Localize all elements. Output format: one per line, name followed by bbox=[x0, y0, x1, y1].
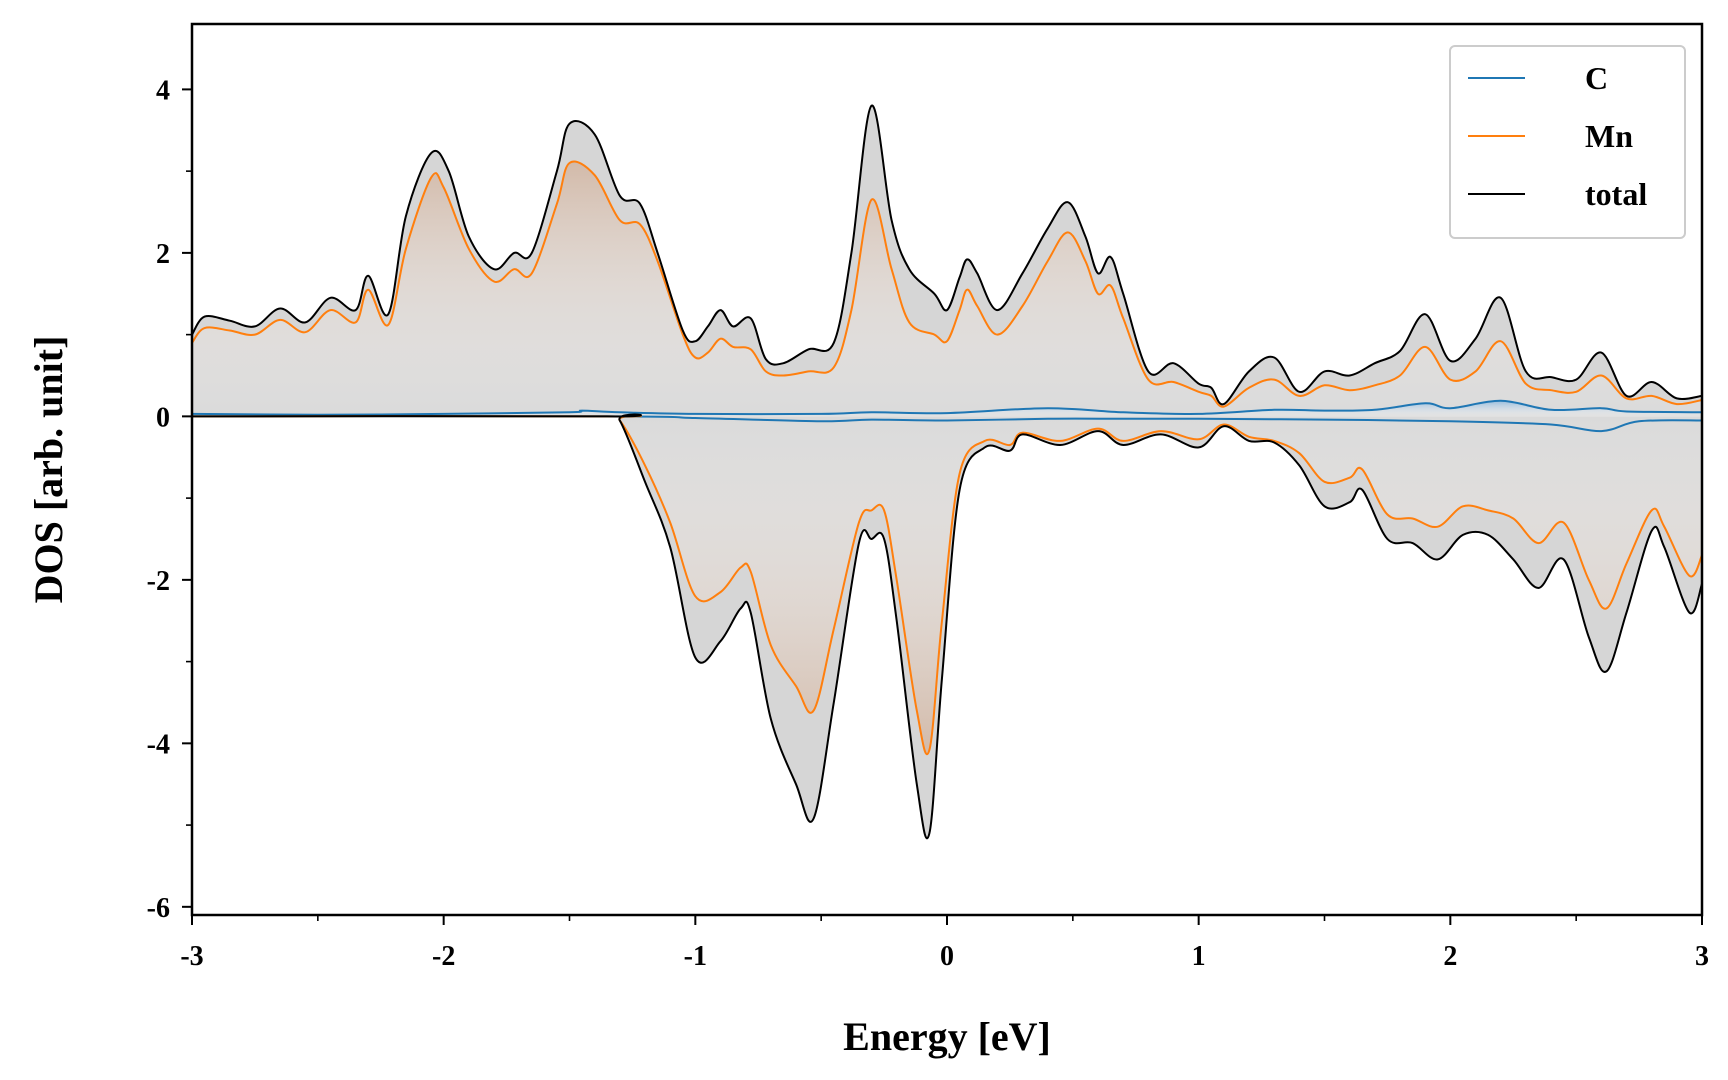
series-total-up-line bbox=[191, 104, 1703, 406]
x-tick-label: -2 bbox=[432, 941, 455, 972]
series-mn-up-line bbox=[191, 160, 1703, 408]
fill-layer bbox=[192, 105, 1702, 839]
legend-label-total: total bbox=[1585, 176, 1647, 212]
x-axis-label: Energy [eV] bbox=[843, 1014, 1051, 1059]
series-total-down-line bbox=[191, 413, 1703, 840]
series-mn-down-line bbox=[191, 414, 1703, 756]
legend: C Mn total bbox=[1449, 45, 1686, 239]
mn-up-fill bbox=[192, 161, 1702, 417]
y-tick-label: -6 bbox=[147, 893, 170, 924]
x-tick-label: 2 bbox=[1443, 941, 1457, 972]
series-layer bbox=[191, 104, 1703, 840]
y-tick-label: -2 bbox=[147, 566, 170, 597]
x-tick-label: -1 bbox=[684, 941, 707, 972]
y-axis: -6 -4 -2 0 2 4 bbox=[147, 75, 192, 924]
y-tick-label: 2 bbox=[156, 239, 170, 270]
y-tick-label: 0 bbox=[156, 402, 170, 433]
y-tick-label: -4 bbox=[147, 729, 170, 760]
y-tick-label: 4 bbox=[156, 75, 170, 106]
x-tick-label: 1 bbox=[1192, 941, 1206, 972]
legend-label-mn: Mn bbox=[1585, 118, 1633, 154]
y-axis-label: DOS [arb. unit] bbox=[26, 336, 71, 604]
x-axis: -3 -2 -1 0 1 2 3 bbox=[180, 915, 1709, 972]
series-c-up-line bbox=[191, 399, 1703, 416]
x-tick-label: -3 bbox=[180, 941, 203, 972]
legend-label-c: C bbox=[1585, 60, 1608, 96]
x-tick-label: 3 bbox=[1695, 941, 1709, 972]
mn-down-fill bbox=[192, 415, 1702, 755]
series-c-down-line bbox=[191, 415, 1703, 433]
x-tick-label: 0 bbox=[940, 941, 954, 972]
legend-box bbox=[1449, 45, 1686, 239]
